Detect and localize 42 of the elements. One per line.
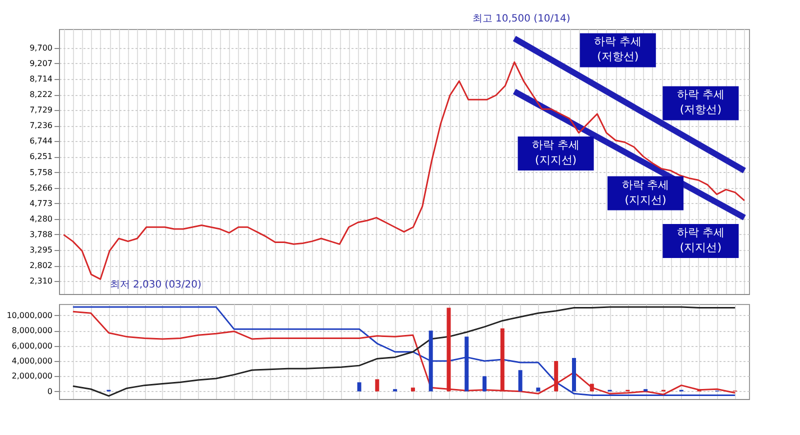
y-tick-label: 6,744 <box>30 136 52 146</box>
bar <box>357 382 362 392</box>
y-tick-label: 7,729 <box>30 106 52 115</box>
annotation: 하락 추세 (지지선) <box>532 138 580 167</box>
annotation: 하락 추세 (저항선) <box>594 35 642 64</box>
y-tick-label: 7,236 <box>30 121 52 130</box>
y-tick-label: 9,207 <box>30 58 52 68</box>
annotation: 하락 추세 (저항선) <box>676 88 724 116</box>
bar <box>572 358 576 392</box>
bar <box>500 328 504 392</box>
bar <box>375 379 380 392</box>
line-series <box>62 61 746 280</box>
y-tick-label: 4,280 <box>30 214 52 224</box>
y-tick-label: 8,222 <box>30 90 52 100</box>
annotation: 하락 추세 (지지선) <box>622 178 670 206</box>
y-tick-label: 5,266 <box>30 183 52 192</box>
bar <box>518 370 522 392</box>
y-tick-label: 6,000,000 <box>12 341 52 350</box>
bar <box>536 388 540 392</box>
y-tick-label: 2,802 <box>30 261 52 270</box>
y-tick-label: 3,788 <box>30 230 52 239</box>
bar <box>482 376 487 392</box>
annotation: 최저 2,030 (03/20) <box>110 280 202 291</box>
y-tick-label: 4,000,000 <box>12 356 52 366</box>
bar <box>428 330 433 392</box>
bar <box>464 336 469 392</box>
y-tick-label: 4,773 <box>30 198 52 208</box>
y-tick-label: 10,000,000 <box>6 310 52 320</box>
y-tick-label: 8,000,000 <box>12 326 52 336</box>
bar <box>554 361 558 392</box>
y-tick-label: 3,295 <box>30 245 52 254</box>
y-tick-label: 6,251 <box>30 152 52 162</box>
y-tick-label: 9,700 <box>30 43 52 52</box>
annotation: 하락 추세 (지지선) <box>676 226 724 254</box>
text: 최고 10,500 (10/14) <box>472 13 570 24</box>
bar <box>590 384 594 392</box>
y-tick-label: 5,758 <box>30 168 52 177</box>
y-tick-label: 2,000,000 <box>12 372 52 381</box>
y-tick-label: 8,714 <box>30 74 52 84</box>
y-tick-label: 0 <box>47 386 52 396</box>
bar <box>410 388 415 392</box>
y-tick-label: 2,310 <box>30 276 52 286</box>
